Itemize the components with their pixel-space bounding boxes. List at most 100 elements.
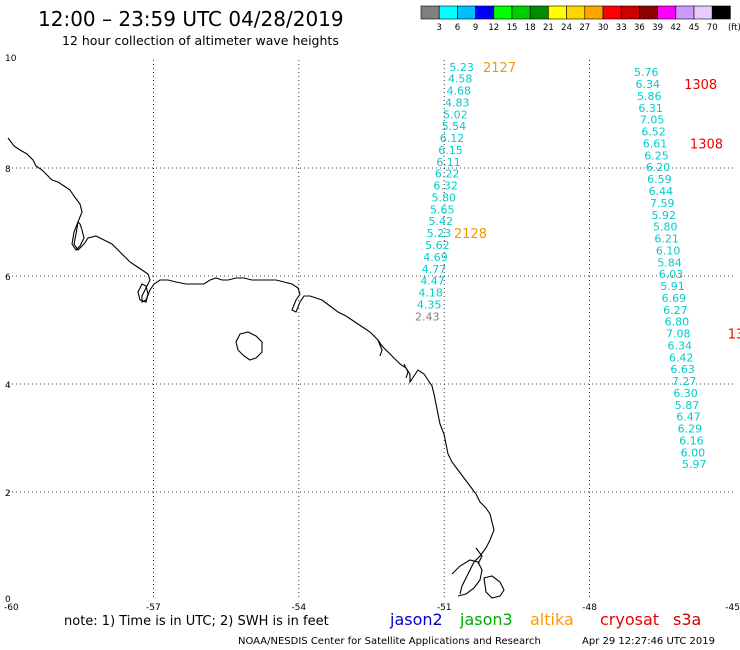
wave-height-value: 6.27: [663, 304, 688, 317]
legend-swatch: [711, 5, 731, 20]
wave-height-value: 7.05: [640, 114, 665, 127]
legend-label: 36: [634, 23, 645, 33]
map-title: 12:00 – 23:59 UTC 04/28/2019: [38, 7, 344, 31]
legend-label: 15: [507, 23, 518, 33]
wave-height-value: 6.42: [669, 351, 694, 364]
wave-height-value: 7.27: [672, 375, 697, 388]
y-tick-label: 6: [5, 273, 11, 283]
legend-label: 45: [689, 23, 700, 33]
legend-swatch: [420, 5, 440, 20]
wave-height-value: 4.18: [418, 287, 443, 300]
legend-swatch: [548, 5, 567, 20]
wave-height-value: 5.23: [449, 61, 474, 74]
pass-time-label: 1308: [690, 137, 723, 152]
y-tick-label: 4: [5, 381, 11, 391]
wave-height-value: 6.22: [435, 168, 460, 181]
y-tick-label: 8: [5, 165, 11, 175]
wave-height-value: 6.44: [649, 185, 674, 198]
wave-height-value: 4.68: [446, 85, 471, 98]
wave-height-value: 4.77: [422, 263, 447, 276]
legend-label: 30: [598, 23, 609, 33]
wave-height-value: 5.02: [443, 108, 468, 121]
wave-height-value: 4.83: [445, 96, 470, 109]
wave-height-value: 7.08: [666, 328, 691, 341]
wave-height-value: 5.65: [430, 203, 455, 216]
wave-height-value: 6.21: [654, 233, 679, 246]
legend-swatch: [675, 5, 695, 20]
wave-height-value: 5.84: [657, 256, 682, 269]
wave-height-value: 5.86: [637, 90, 662, 103]
wave-height-value: 6.80: [665, 316, 690, 329]
wave-height-value: 5.23: [427, 227, 452, 240]
legend-label: 33: [616, 23, 627, 33]
legend-label: 18: [525, 23, 536, 33]
legend-swatch: [657, 5, 677, 20]
wave-height-value: 6.47: [676, 411, 701, 424]
legend-swatch: [511, 5, 531, 20]
wave-height-value: 4.47: [420, 275, 445, 288]
color-scale-legend: 3 6 9 12 15 18 21 24 27 30 33 36 39 42 45 70 (ft): [420, 5, 740, 33]
wave-height-value: 4.69: [423, 251, 448, 264]
wave-height-value: 5.87: [675, 399, 700, 412]
satellite-altika-label: altika: [530, 610, 574, 629]
wave-height-value: 6.59: [647, 173, 672, 186]
altimeter-tracks: 5.234.584.684.835.025.546.126.156.116.22…: [415, 61, 740, 471]
x-tick-label: -48: [582, 603, 597, 613]
wave-height-value: 6.10: [656, 244, 681, 257]
legend-swatch: [602, 5, 622, 20]
legend-label: 42: [670, 23, 681, 33]
wave-height-value: 5.62: [425, 239, 450, 252]
wave-height-value: 6.52: [641, 126, 666, 139]
wave-height-value: 4.58: [448, 73, 473, 86]
wave-height-value: 5.80: [653, 221, 678, 234]
legend-swatch: [529, 5, 549, 20]
y-tick-label: 2: [5, 489, 11, 499]
wave-height-value: 2.43: [415, 310, 440, 323]
pass-time-label: 1308: [684, 78, 717, 93]
legend-label: 3: [436, 23, 441, 33]
wave-height-value: 5.92: [652, 209, 677, 222]
legend-label: 39: [652, 23, 663, 33]
wave-height-value: 6.31: [638, 102, 663, 115]
satellite-s3a-label: s3a: [673, 610, 701, 629]
pass-time-label: 13: [728, 328, 740, 343]
wave-height-value: 6.34: [636, 78, 661, 91]
wave-height-value: 7.59: [650, 197, 675, 210]
wave-height-value: 5.97: [682, 458, 707, 471]
wave-height-value: 6.34: [667, 339, 692, 352]
legend-label: 27: [579, 23, 590, 33]
legend-label: 9: [473, 23, 478, 33]
map-subtitle: 12 hour collection of altimeter wave hei…: [62, 33, 339, 48]
wave-height-value: 6.63: [670, 363, 695, 376]
legend-swatch: [493, 5, 513, 20]
legend-label: 6: [455, 23, 460, 33]
legend-swatch: [584, 5, 604, 20]
wave-height-value: 5.80: [431, 191, 456, 204]
wave-height-value: 6.69: [662, 292, 687, 305]
y-tick-label: 0: [5, 595, 11, 605]
y-tick-label: 10: [5, 54, 17, 64]
legend-swatch: [566, 5, 586, 20]
pass-time-label: 2128: [454, 227, 487, 242]
footer-note: note: 1) Time is in UTC; 2) SWH is in fe…: [64, 614, 329, 629]
wave-height-value: 6.32: [433, 180, 458, 193]
legend-swatch: [620, 5, 640, 20]
credit-text: NOAA/NESDIS Center for Satellite Applica…: [238, 636, 541, 647]
wave-height-value: 6.12: [440, 132, 465, 145]
lat-lon-grid: -60 -57 -54 -51 -48 -45 10 8 6 4 2 0: [4, 54, 740, 613]
x-tick-label: -57: [146, 603, 161, 613]
generation-timestamp: Apr 29 12:27:46 UTC 2019: [582, 636, 715, 647]
wave-height-value: 6.30: [673, 387, 698, 400]
x-tick-label: -60: [4, 603, 19, 613]
legend-label: 12: [488, 23, 499, 33]
wave-height-value: 6.61: [643, 137, 668, 150]
satellite-cryosat-label: cryosat: [600, 610, 659, 629]
x-tick-label: -51: [437, 603, 452, 613]
legend-swatch: [693, 5, 713, 20]
wave-height-value: 5.54: [442, 120, 467, 133]
wave-height-value: 6.15: [438, 144, 463, 157]
legend-swatch: [475, 5, 495, 20]
legend-label: 21: [543, 23, 554, 33]
